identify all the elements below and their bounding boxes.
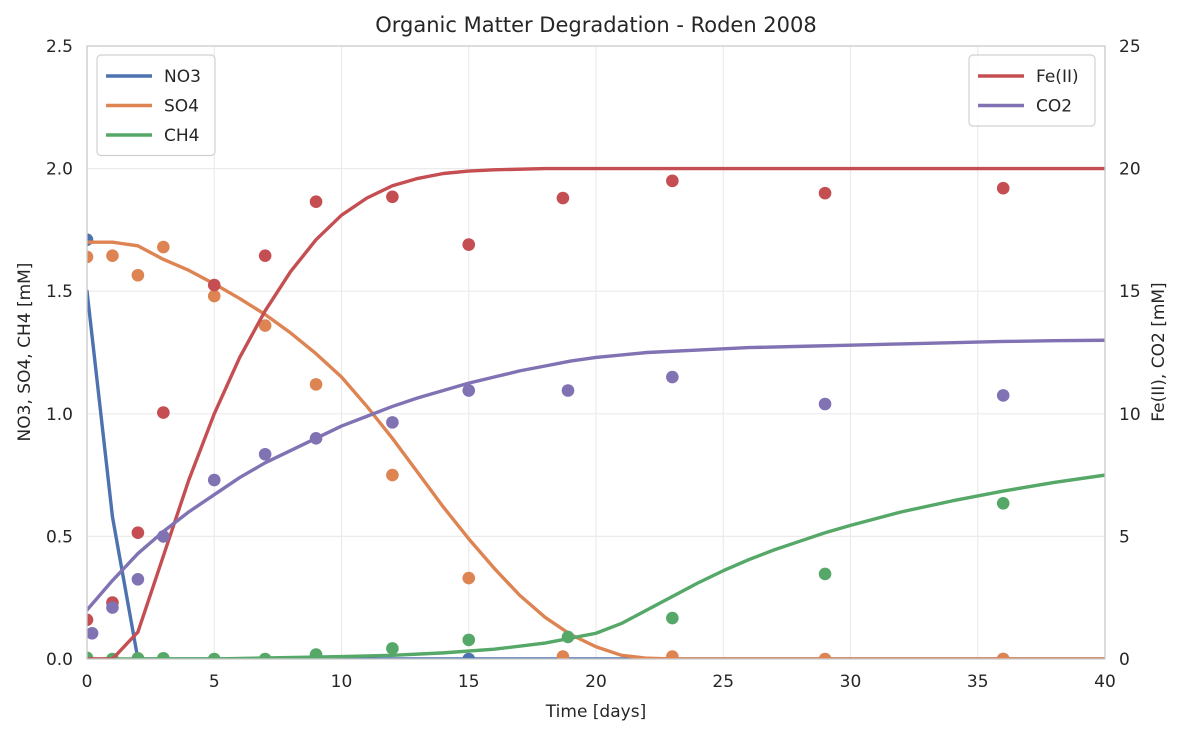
data-point bbox=[556, 191, 570, 205]
data-point bbox=[157, 406, 170, 419]
data-point bbox=[666, 174, 679, 188]
y-tick-label-right: 20 bbox=[1119, 160, 1141, 180]
y-axis-label-right: Fe(II), CO2 [mM] bbox=[1149, 282, 1169, 421]
data-point bbox=[87, 626, 99, 640]
series-line bbox=[87, 289, 1105, 659]
data-point bbox=[996, 652, 1010, 659]
series-feii bbox=[87, 166, 1105, 659]
legend-label: CH4 bbox=[164, 126, 199, 146]
data-point bbox=[386, 468, 399, 482]
data-point bbox=[666, 370, 679, 384]
y-tick-label-left: 0.0 bbox=[46, 650, 73, 670]
series-co2 bbox=[87, 338, 1105, 640]
data-point bbox=[309, 195, 323, 208]
legend-right: Fe(II) CO2 bbox=[968, 54, 1096, 127]
data-point bbox=[818, 186, 832, 200]
data-point bbox=[258, 447, 272, 461]
data-point bbox=[207, 473, 221, 487]
x-tick-label: 35 bbox=[967, 672, 989, 692]
data-point bbox=[207, 652, 221, 659]
y-tick-label-right: 0 bbox=[1119, 650, 1130, 670]
series-ch4 bbox=[87, 473, 1105, 659]
data-point bbox=[556, 650, 570, 659]
legend-label: SO4 bbox=[164, 97, 199, 117]
data-point bbox=[462, 238, 476, 251]
data-point bbox=[818, 397, 832, 411]
data-point bbox=[309, 432, 323, 445]
data-point bbox=[309, 378, 323, 391]
data-point bbox=[666, 611, 679, 625]
x-tick-label: 0 bbox=[82, 672, 93, 692]
data-point bbox=[106, 601, 119, 614]
x-tick-label: 25 bbox=[712, 672, 734, 692]
data-point bbox=[996, 181, 1010, 195]
data-point bbox=[258, 319, 272, 332]
data-point bbox=[996, 497, 1010, 510]
legend-label: CO2 bbox=[1036, 97, 1072, 117]
data-point bbox=[309, 648, 323, 659]
x-tick-label: 5 bbox=[209, 672, 220, 692]
x-tick-label: 30 bbox=[840, 672, 862, 692]
data-point bbox=[207, 278, 221, 292]
x-tick-label: 20 bbox=[585, 672, 607, 692]
data-point bbox=[131, 268, 145, 282]
data-point bbox=[157, 240, 170, 254]
data-point bbox=[386, 190, 399, 204]
data-point bbox=[87, 613, 94, 627]
ticks: 0 5 10 15 20 25 30 35 40 0.0 0.5 1.0 1.5 2.0 2.5 0 5 10 15… bbox=[46, 37, 1141, 692]
legends: NO3 SO4 CH4 Fe(II) CO2 bbox=[96, 54, 1096, 157]
x-axis-label: Time [days] bbox=[545, 702, 646, 722]
data-point bbox=[131, 651, 145, 659]
y-tick-label-right: 5 bbox=[1119, 527, 1130, 547]
y-tick-label-left: 2.5 bbox=[46, 37, 73, 57]
data-point bbox=[666, 650, 679, 659]
y-tick-label-left: 1.5 bbox=[46, 282, 73, 302]
data-point bbox=[258, 249, 272, 262]
series-line bbox=[87, 166, 1105, 659]
data-point bbox=[87, 651, 94, 659]
data-point bbox=[386, 642, 399, 655]
x-tick-label: 40 bbox=[1094, 672, 1116, 692]
data-point bbox=[818, 567, 832, 581]
legend-label: NO3 bbox=[164, 67, 201, 87]
data-point bbox=[462, 652, 476, 659]
x-tick-label: 15 bbox=[458, 672, 480, 692]
series-line bbox=[87, 473, 1105, 659]
data-point bbox=[561, 384, 575, 397]
legend-left: NO3 SO4 CH4 bbox=[96, 54, 216, 157]
data-point bbox=[996, 389, 1010, 402]
data-point bbox=[106, 249, 119, 262]
plot-frame bbox=[86, 45, 1106, 660]
data-point bbox=[87, 250, 94, 264]
data-point bbox=[462, 571, 476, 585]
data-point bbox=[462, 384, 476, 397]
data-point bbox=[818, 652, 832, 659]
data-point bbox=[258, 652, 272, 659]
legend-label: Fe(II) bbox=[1036, 67, 1079, 87]
y-tick-label-right: 25 bbox=[1119, 37, 1141, 57]
y-axis-label-left: NO3, SO4, CH4 [mM] bbox=[15, 263, 35, 442]
data-point bbox=[157, 651, 170, 659]
data-point bbox=[157, 530, 170, 543]
y-tick-label-left: 0.5 bbox=[46, 527, 73, 547]
legend-box bbox=[96, 54, 216, 157]
y-tick-label-right: 10 bbox=[1119, 405, 1141, 425]
legend-box bbox=[968, 54, 1096, 127]
y-tick-label-left: 2.0 bbox=[46, 160, 73, 180]
data-point bbox=[462, 633, 476, 647]
y-tick-label-right: 15 bbox=[1119, 282, 1141, 302]
data-point bbox=[561, 630, 575, 644]
data-point bbox=[131, 573, 145, 586]
data-point bbox=[386, 416, 399, 429]
data-point bbox=[207, 289, 221, 303]
chart-title: Organic Matter Degradation - Roden 2008 bbox=[375, 13, 817, 37]
y-tick-label-left: 1.0 bbox=[46, 405, 73, 425]
x-tick-label: 10 bbox=[331, 672, 353, 692]
series-line bbox=[87, 338, 1105, 612]
data-point bbox=[131, 526, 145, 540]
